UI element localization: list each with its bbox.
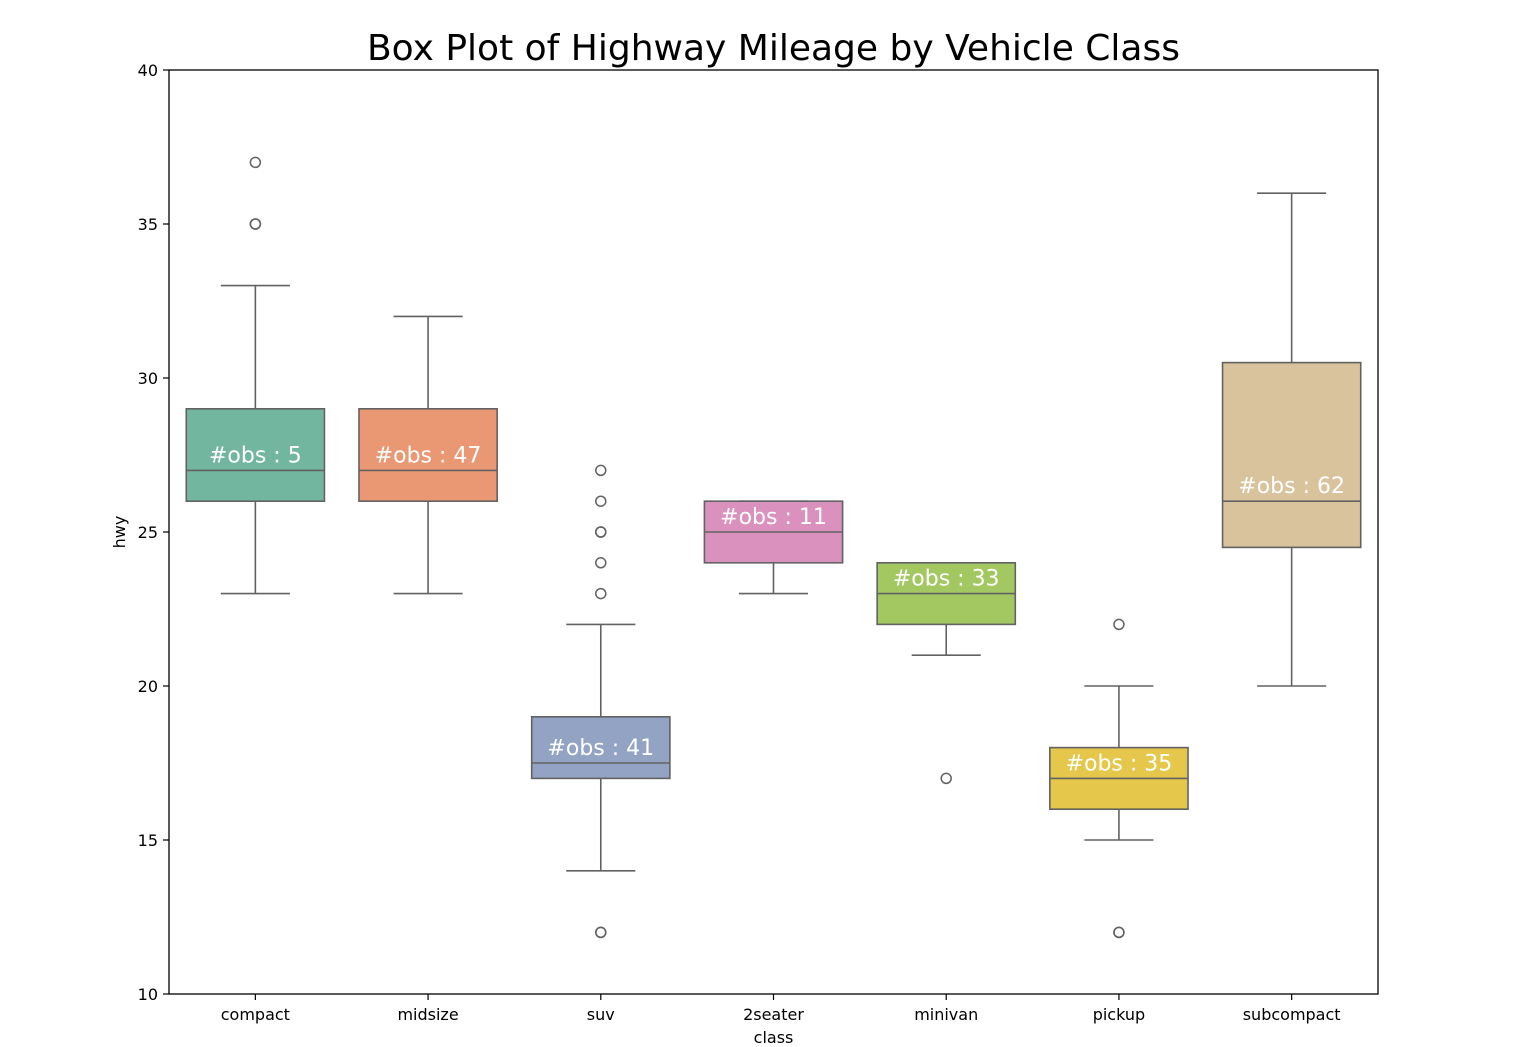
box-subcompact	[1221, 361, 1362, 549]
box-group-subcompact: #obs : 62 subcompact	[1221, 192, 1362, 1024]
outlier-point	[595, 557, 607, 569]
box-suv	[530, 715, 671, 780]
obs-annotation: #obs : 47	[375, 443, 482, 468]
box-group-midsize: #obs : 47 midsize	[358, 315, 498, 1024]
x-tick-label: pickup	[1093, 1005, 1145, 1024]
box-group-compact: #obs : 5 compact	[185, 156, 326, 1024]
y-tick-label: 15	[138, 831, 158, 850]
y-tick-label: 30	[138, 369, 158, 388]
obs-annotation: #obs : 41	[547, 736, 654, 761]
x-axis-label: class	[754, 1028, 794, 1047]
x-tick-label: subcompact	[1243, 1005, 1341, 1024]
x-tick-label: minivan	[914, 1005, 978, 1024]
y-tick-label: 40	[138, 61, 158, 80]
outlier-point	[595, 587, 607, 600]
box-group-minivan: #obs : 33 minivan	[876, 561, 1017, 1024]
box-group-2seater: #obs : 11 2seater	[703, 500, 844, 1024]
x-tick-label: 2seater	[743, 1005, 804, 1024]
x-tick-label: suv	[587, 1005, 615, 1024]
y-axis-label: hwy	[110, 516, 129, 549]
outlier-point	[1113, 618, 1125, 631]
x-tick-label: compact	[221, 1005, 290, 1024]
box-group-pickup: #obs : 35 pickup	[1049, 618, 1189, 1024]
plot-frame	[168, 69, 1379, 995]
outlier-point	[595, 526, 607, 538]
outlier-point	[249, 218, 262, 230]
outlier-point	[595, 464, 607, 477]
obs-annotation: #obs : 11	[720, 505, 827, 530]
chart-title: Box Plot of Highway Mileage by Vehicle C…	[367, 28, 1180, 69]
y-tick-label: 35	[138, 215, 158, 234]
outlier-point	[940, 772, 952, 785]
y-tick-label: 25	[138, 523, 158, 542]
box-group-suv: #obs : 41 suv	[530, 464, 671, 1024]
outlier-point	[595, 926, 607, 939]
obs-annotation: #obs : 62	[1238, 474, 1345, 499]
y-tick-label: 20	[138, 677, 158, 696]
obs-annotation: #obs : 35	[1066, 751, 1173, 776]
x-tick-label: midsize	[397, 1005, 458, 1024]
outlier-point	[595, 495, 607, 507]
plot-area: 10 15 20 25 30 35 40 #obs : 5 compact #obs : 47 mi…	[138, 61, 1379, 1024]
box-midsize	[358, 407, 498, 502]
obs-annotation: #obs : 33	[893, 567, 1000, 592]
outlier-point	[1113, 926, 1125, 939]
y-tick-label: 10	[138, 985, 158, 1004]
box-compact	[185, 407, 326, 502]
outlier-point	[249, 156, 262, 169]
obs-annotation: #obs : 5	[209, 443, 302, 468]
